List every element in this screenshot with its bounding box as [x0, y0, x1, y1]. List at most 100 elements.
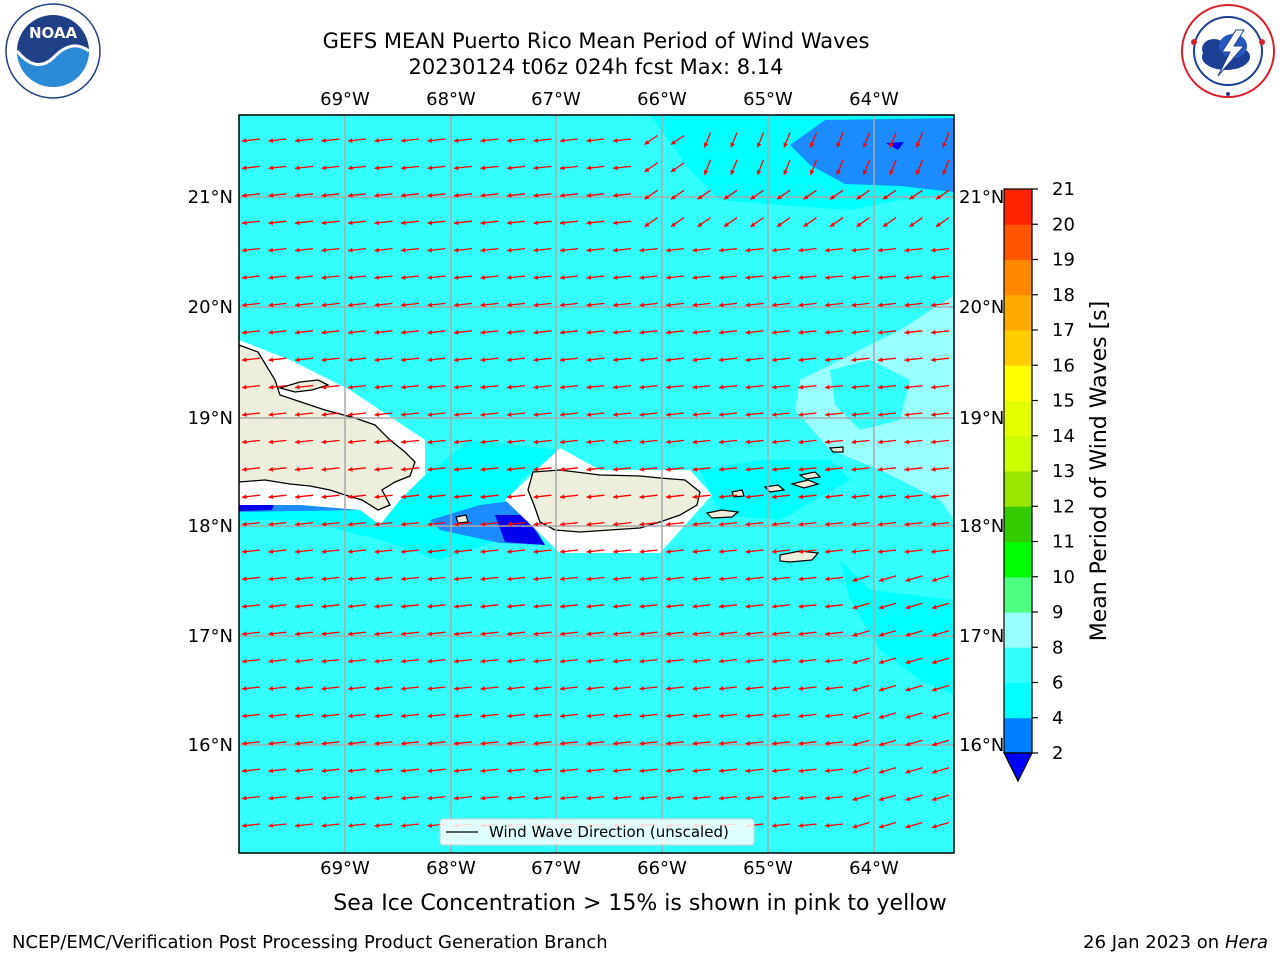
anegada-island	[828, 446, 844, 453]
wind-arrow-head	[560, 439, 565, 445]
wind-arrow-head	[533, 686, 539, 691]
wind-arrow-head	[905, 659, 911, 665]
wind-arrow-head	[268, 466, 274, 472]
wind-arrow-head	[427, 384, 433, 390]
wind-arrow-head	[427, 658, 433, 664]
st-john-island	[789, 479, 820, 489]
wind-arrow-head	[772, 329, 777, 335]
wind-arrow-head	[879, 769, 884, 774]
wind-arrow-head	[932, 714, 937, 719]
wind-arrow-head	[613, 439, 618, 445]
wind-arrow-head	[666, 521, 671, 527]
wind-arrow-head	[942, 169, 947, 175]
wind-arrow-head	[480, 494, 486, 500]
wind-arrow-head	[671, 140, 676, 145]
lon-label-top: 68°W	[426, 89, 476, 110]
wind-arrow-head	[401, 302, 406, 308]
wind-arrow-head	[639, 768, 645, 774]
wind-arrow-head	[878, 466, 883, 472]
wind-arrow-head	[613, 192, 618, 198]
wind-arrow-head	[825, 768, 830, 774]
wind-arrow-head	[798, 521, 804, 527]
wind-arrow-head	[692, 521, 698, 527]
wind-arrow-head	[560, 686, 565, 691]
colorbar-segment	[1004, 330, 1032, 366]
wind-arrow-head	[825, 631, 830, 637]
lat-label-right: 17°N	[959, 626, 1004, 647]
wind-arrow-head	[719, 686, 724, 691]
wind-arrow-head	[348, 549, 353, 554]
wind-arrow-head	[374, 795, 380, 801]
wind-arrow-head	[825, 357, 830, 363]
wind-arrow-head	[692, 686, 698, 691]
map-title: GEFS MEAN Puerto Rico Mean Period of Win…	[322, 29, 870, 53]
wind-arrow-head	[671, 167, 676, 172]
colorbar-tick-label: 18	[1052, 285, 1075, 306]
wind-arrow-head	[931, 521, 936, 527]
wind-arrow-head	[374, 247, 380, 253]
wind-arrow-head	[295, 247, 300, 253]
lat-labels-right: 21°N 20°N 19°N 18°N 17°N 16°N	[959, 187, 1004, 756]
wind-arrow-head	[586, 384, 592, 390]
wind-arrow-head	[613, 329, 618, 335]
wind-arrow-head	[374, 275, 380, 280]
wind-arrow-head	[374, 631, 380, 637]
wind-arrow-head	[348, 384, 353, 390]
wind-arrow-head	[321, 795, 327, 801]
wind-arrow-head	[931, 439, 936, 445]
wind-arrow-head	[374, 823, 380, 828]
wind-arrow-head	[878, 412, 883, 417]
wind-arrow-head	[692, 466, 698, 472]
wind-arrow-head	[719, 795, 724, 801]
colorbar-tick-label: 20	[1052, 214, 1075, 235]
wind-arrow-head	[639, 631, 645, 637]
wind-arrow-head	[852, 686, 858, 692]
wind-arrow-head	[613, 412, 618, 417]
wind-arrow-head	[454, 494, 459, 500]
wind-arrow-head	[427, 549, 433, 554]
wind-arrow-head	[878, 275, 883, 280]
wind-arrow-head	[507, 713, 512, 719]
wind-arrow-head	[321, 603, 327, 609]
wind-arrow-head	[427, 631, 433, 637]
colorbar-segment	[1004, 541, 1032, 578]
wind-arrow-head	[825, 412, 830, 417]
wind-arrow-head	[321, 823, 327, 828]
wind-arrow-head	[825, 740, 830, 746]
wind-arrow-head	[879, 659, 884, 665]
wind-arrow-head	[825, 247, 830, 253]
wind-arrow-head	[719, 658, 724, 664]
wind-arrow-head	[507, 439, 512, 445]
wind-arrow-head	[295, 192, 300, 198]
wind-arrow-head	[904, 302, 910, 308]
wind-arrow-head	[507, 220, 512, 226]
nws-logo	[1181, 4, 1275, 98]
wind-arrow-head	[803, 222, 809, 227]
wind-arrow-head	[268, 549, 274, 554]
wind-arrow-head	[321, 576, 327, 582]
wind-arrow-head	[852, 823, 858, 829]
wind-arrow-head	[851, 521, 857, 527]
wind-arrow-head	[321, 466, 327, 472]
wind-arrow-head	[348, 247, 353, 253]
wind-arrow-head	[480, 412, 486, 417]
wind-arrow-head	[454, 576, 459, 582]
colorbar: 2 4 6 8 9 10 11 12 13 14 15 16 17 18 19 20 21	[1003, 179, 1075, 783]
wind-arrow-head	[242, 549, 247, 554]
footer-date: 26 Jan 2023 on Hera	[1083, 932, 1268, 953]
wind-arrow-head	[321, 768, 327, 774]
wind-arrow-head	[454, 713, 459, 719]
wind-arrow-head	[295, 302, 300, 308]
wind-arrow-head	[586, 768, 592, 774]
wind-arrow-head	[719, 549, 724, 554]
wind-arrow-head	[772, 686, 777, 691]
colorbar-tick-label: 11	[1052, 532, 1075, 553]
wind-arrow-head	[401, 768, 406, 774]
wind-arrow-head	[507, 138, 512, 143]
wind-arrow-head	[745, 247, 751, 253]
wind-arrow-head	[268, 439, 274, 445]
wind-arrow-head	[851, 329, 857, 335]
wind-arrow-head	[480, 768, 486, 774]
wind-arrow-head	[348, 768, 353, 774]
wind-arrow-head	[613, 658, 618, 664]
